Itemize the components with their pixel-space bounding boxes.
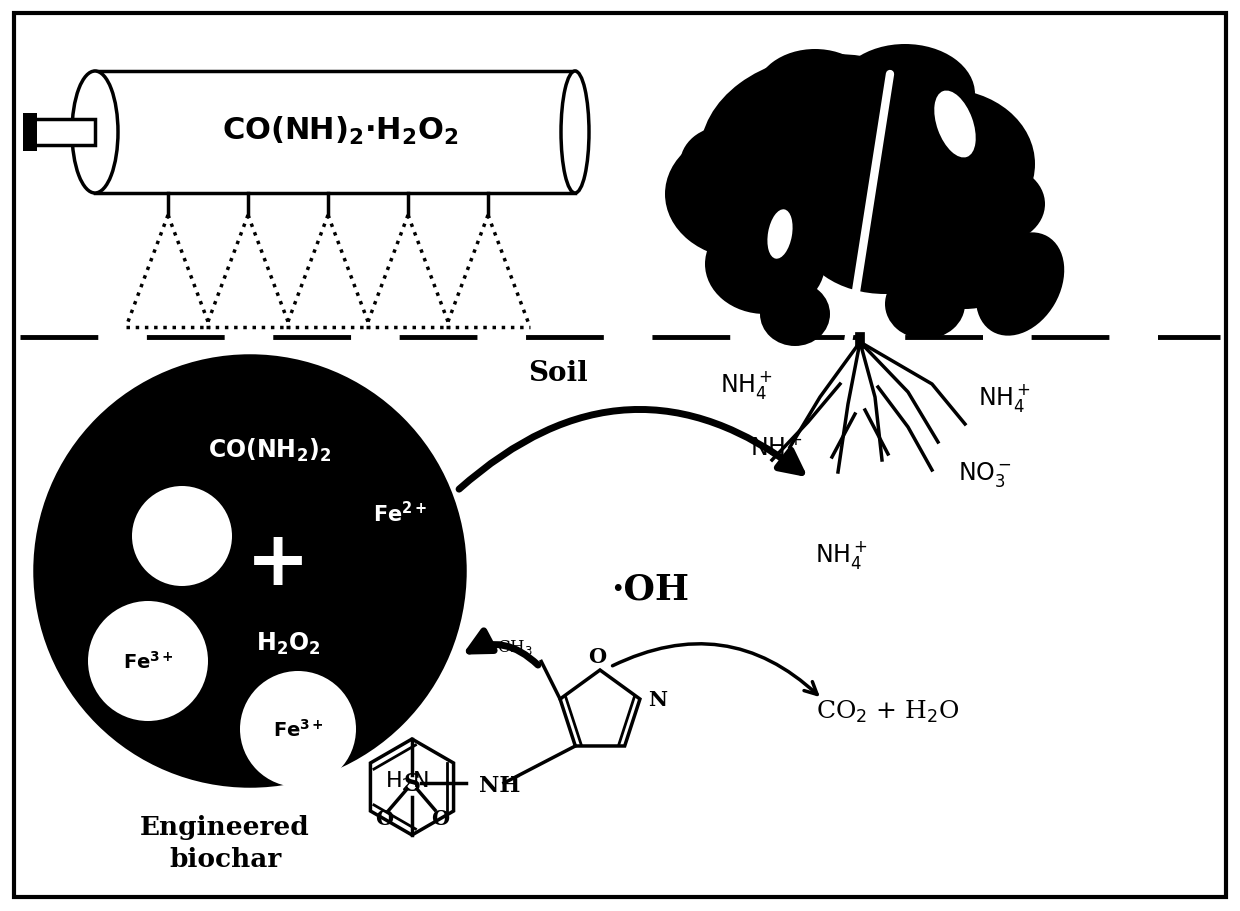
Circle shape xyxy=(35,356,465,786)
Text: +: + xyxy=(246,527,310,600)
Ellipse shape xyxy=(760,282,830,346)
Text: N: N xyxy=(649,690,667,710)
Text: $\mathrm{NH_4^+}$: $\mathrm{NH_4^+}$ xyxy=(815,538,868,570)
Ellipse shape xyxy=(560,72,589,194)
Circle shape xyxy=(88,601,208,722)
Ellipse shape xyxy=(755,50,875,140)
Ellipse shape xyxy=(856,90,1035,240)
Text: ·OH: ·OH xyxy=(611,572,689,607)
Text: $\mathbf{CO(NH_2)_2}$: $\mathbf{CO(NH_2)_2}$ xyxy=(208,436,331,463)
Text: $\mathrm{NH_4^+}$: $\mathrm{NH_4^+}$ xyxy=(720,369,773,401)
Circle shape xyxy=(241,671,356,787)
Ellipse shape xyxy=(701,55,970,255)
Text: CO$_2$ + H$_2$O: CO$_2$ + H$_2$O xyxy=(816,698,960,724)
Text: $\mathrm{H_2N}$: $\mathrm{H_2N}$ xyxy=(386,769,429,793)
Text: $\mathbf{Fe^{3+}}$: $\mathbf{Fe^{3+}}$ xyxy=(123,650,174,672)
Ellipse shape xyxy=(768,210,792,260)
FancyArrowPatch shape xyxy=(613,644,817,695)
Bar xyxy=(33,120,95,146)
Text: $\mathbf{H_2O_2}$: $\mathbf{H_2O_2}$ xyxy=(255,630,320,657)
Text: O: O xyxy=(374,808,393,828)
FancyArrowPatch shape xyxy=(459,410,802,489)
Ellipse shape xyxy=(680,127,770,203)
Circle shape xyxy=(131,486,232,587)
Ellipse shape xyxy=(800,175,970,294)
Text: $\mathbf{Fe^{2+}}$: $\mathbf{Fe^{2+}}$ xyxy=(373,501,427,526)
Text: O: O xyxy=(588,646,606,666)
Ellipse shape xyxy=(934,91,976,159)
Text: $\mathbf{Fe^{3+}}$: $\mathbf{Fe^{3+}}$ xyxy=(273,718,324,740)
Ellipse shape xyxy=(835,45,975,145)
Bar xyxy=(95,72,575,194)
Text: CH$_3$: CH$_3$ xyxy=(497,638,533,657)
Text: $\mathbf{CO(NH)_2{\cdot}H_2O_2}$: $\mathbf{CO(NH)_2{\cdot}H_2O_2}$ xyxy=(222,115,459,147)
Ellipse shape xyxy=(72,72,118,194)
Text: S: S xyxy=(403,771,420,795)
Text: $\mathrm{NH_4^+}$: $\mathrm{NH_4^+}$ xyxy=(978,382,1030,414)
Text: NH: NH xyxy=(479,774,521,796)
Ellipse shape xyxy=(976,233,1064,336)
Text: Soil: Soil xyxy=(528,360,588,386)
Ellipse shape xyxy=(900,200,1030,310)
Text: O: O xyxy=(432,808,449,828)
Text: $\mathrm{NO_3^-}$: $\mathrm{NO_3^-}$ xyxy=(959,460,1012,489)
Text: $\mathrm{NH_4^+}$: $\mathrm{NH_4^+}$ xyxy=(750,432,804,464)
Text: biochar: biochar xyxy=(169,846,281,871)
Bar xyxy=(24,114,37,152)
FancyArrowPatch shape xyxy=(469,631,538,665)
Ellipse shape xyxy=(885,270,965,340)
Ellipse shape xyxy=(665,130,825,260)
Ellipse shape xyxy=(706,215,825,314)
Text: Engineered: Engineered xyxy=(140,814,310,839)
Ellipse shape xyxy=(945,165,1045,245)
